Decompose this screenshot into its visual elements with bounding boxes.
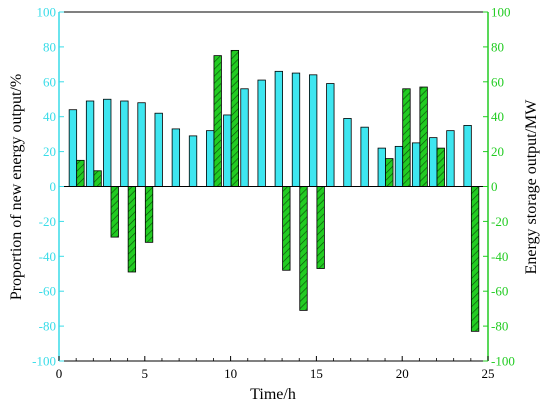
proportion-bar-12 [257,79,266,187]
x-tick-label-25: 25 [482,366,495,381]
y-right-tick-label--20: -20 [491,214,508,229]
y-left-tick-label--100: -100 [32,354,56,369]
storage-bar-14 [299,186,308,311]
storage-bar-15 [316,186,325,269]
y-right-tick-label--40: -40 [491,249,508,264]
storage-bar-22 [436,147,445,187]
storage-bar-19 [385,158,394,187]
x-tick-label-0: 0 [56,366,63,381]
storage-bar-3 [110,186,119,238]
storage-bar-5 [144,186,154,243]
proportion-bar-5 [137,102,146,187]
storage-bars [76,49,480,332]
proportion-bar-23 [446,130,455,187]
proportion-bars [68,70,472,187]
y-right-tick-label-80: 80 [491,39,504,54]
y-right-tick-label-20: 20 [491,144,504,159]
x-axis-title: Time/h [250,386,296,403]
storage-bar-21 [419,86,428,187]
proportion-bar-14 [291,72,301,187]
proportion-bar-17 [343,118,352,187]
y-left-tick-label--20: -20 [39,214,56,229]
proportion-bar-2 [85,100,95,187]
y-axis-right: -100 -80 -60 -40 -20 0 20 40 60 80 100 [483,5,515,369]
proportion-bar-4 [120,100,129,187]
y-axis-right-title: Energy storage output/MW [523,99,540,275]
y-left-tick-label-100: 100 [37,5,57,20]
proportion-bar-15 [308,74,318,187]
x-axis: 0 5 10 15 20 25 [56,356,495,381]
proportion-bar-3 [103,98,112,187]
y-left-tick-label--80: -80 [39,319,56,334]
y-right-tick-label-100: 100 [491,5,511,20]
proportion-bar-20 [394,145,404,187]
y-right-tick-label-40: 40 [491,109,504,124]
storage-bar-4 [127,186,137,273]
y-left-tick-label-20: 20 [43,144,56,159]
proportion-bar-16 [326,83,335,187]
proportion-bar-7 [171,128,181,187]
y-right-tick-label--60: -60 [491,284,508,299]
storage-bar-2 [93,170,102,187]
storage-bar-10 [230,49,240,187]
y-right-tick-label-60: 60 [491,74,504,89]
proportion-bar-10 [223,114,232,187]
y-left-tick-label--60: -60 [39,284,56,299]
storage-bar-24 [470,186,480,332]
y-right-tick-label-0: 0 [491,179,498,194]
x-tick-label-20: 20 [396,366,409,381]
y-left-tick-label-80: 80 [43,39,56,54]
proportion-bar-13 [274,70,283,187]
y-right-tick-label--80: -80 [491,319,508,334]
proportion-bar-19 [377,147,386,187]
proportion-bar-9 [206,130,215,187]
proportion-bar-22 [429,137,438,187]
proportion-bar-6 [154,112,163,187]
proportion-bar-8 [188,135,198,187]
y-left-tick-label--40: -40 [39,249,56,264]
y-left-tick-label-60: 60 [43,74,56,89]
y-right-tick-label--100: -100 [491,354,515,369]
storage-bar-20 [402,88,411,187]
x-tick-label-5: 5 [142,366,149,381]
storage-bar-9 [213,55,222,187]
x-tick-label-10: 10 [224,366,237,381]
proportion-bar-21 [411,142,421,187]
x-tick-label-15: 15 [310,366,323,381]
proportion-bar-24 [463,125,472,187]
storage-bar-13 [282,186,291,271]
storage-bar-1 [76,159,85,187]
y-left-tick-label-0: 0 [50,179,57,194]
proportion-bar-11 [240,88,249,187]
y-left-tick-label-40: 40 [43,109,56,124]
proportion-bar-18 [360,126,369,187]
y-axis-left-title: Proportion of new energy output/% [8,74,25,300]
y-axis-left: -100 -80 -60 -40 -20 0 20 40 60 80 100 [32,5,64,369]
proportion-bar-1 [68,109,78,187]
